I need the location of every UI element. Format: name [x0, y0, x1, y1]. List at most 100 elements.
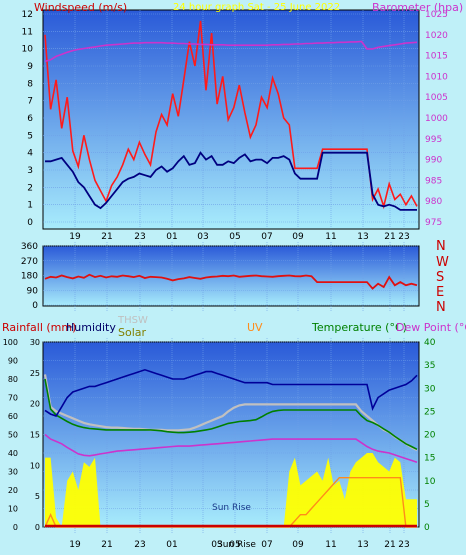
temperature-tick-label: 40 — [424, 338, 436, 348]
y-tick-label: 7 — [27, 97, 33, 107]
x-tick-label: 09 — [292, 232, 304, 242]
temperature-tick-label: 35 — [424, 361, 435, 371]
direction-label: W — [436, 255, 449, 270]
humidity-tick-label: 20 — [8, 486, 18, 495]
x-tick-label: 01 — [166, 540, 177, 550]
panel-wind-background — [42, 9, 420, 230]
y2-tick-label: 1015 — [425, 52, 448, 62]
humidity-tick-label: 30 — [8, 468, 18, 477]
x-tick-label: 21 — [384, 232, 395, 242]
direction-label: N — [436, 239, 446, 254]
dew-point-axis-title: Dew Point (°C) — [396, 321, 466, 334]
x-tick-label: 01 — [166, 232, 177, 242]
y-tick-label: 9 — [27, 62, 33, 72]
y2-tick-label: 985 — [425, 176, 442, 186]
x-tick-label: 13 — [357, 540, 368, 550]
temperature-tick-label: 0 — [424, 523, 430, 533]
temperature-tick-label: 5 — [424, 500, 430, 510]
y-tick-label: 2 — [27, 183, 33, 193]
series-line-dew-point — [44, 433, 418, 464]
humidity-axis-title: Humidity — [66, 321, 116, 334]
humidity-tick-label: 10 — [8, 505, 18, 514]
y-tick-label: 0 — [32, 301, 38, 311]
x-tick-label: 07 — [261, 232, 272, 242]
y-tick-label: 10 — [22, 45, 34, 55]
x-tick-label: 09 — [292, 540, 304, 550]
y2-tick-label: 1025 — [425, 10, 448, 20]
humidity-tick-label: 0 — [13, 523, 18, 532]
y-tick-label: 3 — [27, 166, 33, 176]
thsw-label: THSW — [117, 315, 148, 326]
x-tick-label: 05 — [229, 540, 240, 550]
rainfall-tick-label: 20 — [30, 400, 40, 409]
series-area-solar — [45, 453, 417, 527]
x-tick-label: 23 — [134, 540, 145, 550]
x-tick-label: 19 — [69, 540, 81, 550]
y2-tick-label: 1020 — [425, 31, 448, 41]
rainfall-tick-label: 0 — [35, 523, 40, 532]
solar-label: Solar — [118, 326, 147, 339]
humidity-tick-label: 40 — [8, 449, 18, 458]
y2-tick-label: 980 — [425, 197, 442, 207]
temperature-tick-label: 30 — [424, 384, 436, 394]
x-tick-label: 11 — [325, 232, 336, 242]
y-tick-label: 0 — [27, 218, 33, 228]
humidity-tick-label: 70 — [8, 394, 18, 403]
y-tick-label: 8 — [27, 79, 33, 89]
x-tick-label: 07 — [261, 540, 272, 550]
y2-tick-label: 975 — [425, 218, 442, 228]
series-line-humidity — [44, 368, 418, 417]
x-tick-label: 05 — [229, 232, 240, 242]
y2-tick-label: 1000 — [425, 114, 448, 124]
direction-label: N — [436, 300, 446, 315]
x-tick-label: 13 — [357, 232, 368, 242]
barometer-axis-title: Barometer (hpa) — [372, 1, 463, 14]
temperature-tick-label: 10 — [424, 477, 436, 487]
grid-lines — [43, 10, 419, 533]
chart-title: 24 hour graph Sat - 25 June 2022 — [173, 2, 340, 13]
x-tick-label: 19 — [69, 232, 81, 242]
rainfall-axis-title: Rainfall (mm) — [2, 321, 76, 334]
y-tick-label: 90 — [27, 286, 39, 296]
uv-label: UV — [247, 321, 263, 334]
y-tick-label: 270 — [21, 257, 38, 267]
temperature-tick-label: 25 — [424, 407, 435, 417]
y2-tick-label: 1005 — [425, 93, 448, 103]
x-tick-label: 23 — [398, 540, 409, 550]
humidity-tick-label: 50 — [8, 431, 18, 440]
y2-tick-label: 995 — [425, 135, 442, 145]
y-tick-label: 5 — [27, 131, 33, 141]
series-line-temperature — [44, 378, 418, 451]
temperature-tick-label: 20 — [424, 431, 436, 441]
rainfall-tick-label: 15 — [30, 431, 40, 440]
windspeed-axis-title: Windspeed (m/s) — [34, 1, 127, 14]
y2-tick-label: 990 — [425, 156, 442, 166]
y-tick-label: 1 — [27, 201, 33, 211]
x-tick-label: 21 — [384, 540, 395, 550]
series-line-thsw — [43, 374, 418, 452]
series-line-barometer — [44, 40, 418, 63]
y-tick-label: 6 — [27, 114, 33, 124]
temperature-axis-title: Temperature (°C) — [311, 321, 407, 334]
sun-rise-annotation: Sun Rise — [212, 503, 251, 513]
humidity-tick-label: 90 — [8, 357, 18, 366]
humidity-tick-label: 60 — [8, 412, 18, 421]
rainfall-tick-label: 25 — [30, 369, 40, 378]
humidity-tick-label: 100 — [3, 338, 18, 347]
temperature-tick-label: 15 — [424, 454, 435, 464]
humidity-tick-label: 80 — [8, 375, 18, 384]
series-line-wind-direction — [44, 273, 418, 290]
direction-label: S — [436, 270, 444, 285]
rainfall-tick-label: 10 — [30, 461, 40, 470]
direction-label: E — [436, 285, 444, 300]
y-tick-label: 4 — [27, 149, 33, 159]
x-tick-label: 23 — [398, 232, 409, 242]
rainfall-tick-label: 30 — [30, 338, 40, 347]
x-tick-label: 03 — [197, 232, 208, 242]
series-line-windspeed-gust — [44, 20, 418, 210]
y-tick-label: 12 — [22, 10, 33, 20]
x-tick-label: 21 — [101, 540, 112, 550]
